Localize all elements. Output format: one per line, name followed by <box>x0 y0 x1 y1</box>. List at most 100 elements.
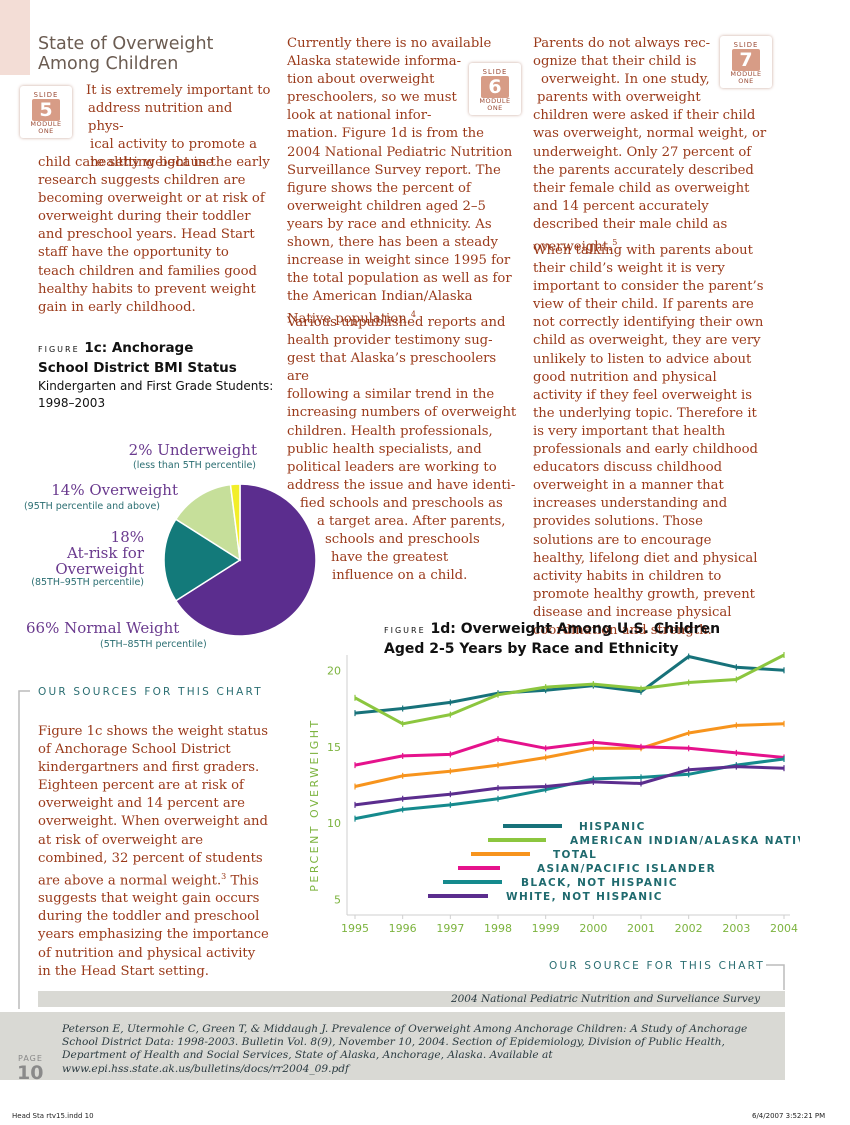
text-line: influence on a child. <box>332 568 468 584</box>
text-line: Parents do not always rec- <box>533 36 711 51</box>
pie-label-at-risk: 18% At-risk for Overweight <box>55 529 144 577</box>
text-line: ognize that their child is <box>533 54 697 70</box>
legend-label: WHITE, NOT HISPANIC <box>506 891 663 903</box>
text-line: children. Health professionals, <box>287 423 493 439</box>
footer-timestamp: 6/4/2007 3:52:21 PM <box>752 1112 826 1120</box>
slide-module-one: ONE <box>738 77 754 85</box>
pie-sublabel-normal: (5TH–85TH percentile) <box>100 639 207 650</box>
sources-bracket <box>18 690 30 1009</box>
col1-intro: It is extremely important to address nut… <box>86 82 271 172</box>
y-tick-label: 5 <box>334 894 341 907</box>
figure-word: FIGURE <box>384 626 426 635</box>
fig1d-line-chart: 5 10 15 20 1995 1996 1997 1998 1999 2000 2001 2002 2… <box>308 652 800 935</box>
text-line: tion about overweight <box>287 72 435 88</box>
slide-module: MODULE <box>479 97 511 105</box>
pie-sublabel-underweight: (less than 5TH percentile) <box>133 460 256 471</box>
fig1c-subtitle-line1: Kindergarten and First Grade Students: <box>38 379 274 393</box>
text-line: address the issue and have identi- <box>287 477 516 493</box>
pie-slice-at-risk-for-overweight <box>163 518 242 602</box>
pie-label-overweight: 14% Overweight <box>51 481 178 499</box>
fig1c-pie-chart <box>163 483 317 637</box>
slide-number: 7 <box>732 49 760 71</box>
fig1c-title-line2: School District BMI Status <box>38 360 237 376</box>
slide-badge-7: SLIDE 7 MODULE ONE <box>720 36 772 88</box>
text-line: political leaders are working to <box>287 459 497 475</box>
x-tick-label: 1997 <box>436 922 464 935</box>
slide-label: SLIDE <box>733 41 759 49</box>
x-tick-label: 2001 <box>627 922 655 935</box>
text-line: gest that Alaska’s preschoolers are <box>287 351 497 385</box>
slide-label: SLIDE <box>33 91 59 99</box>
slide-module: MODULE <box>30 120 62 128</box>
text-line: healthy weight in the early <box>90 155 270 171</box>
corner-tab <box>0 0 30 75</box>
text-line: parents with overweight <box>537 90 701 106</box>
text-line: fied schools and preschools as <box>300 495 503 511</box>
y-tick-label: 15 <box>327 741 341 754</box>
fig1c-subtitle: Kindergarten and First Grade Students: 1… <box>38 378 273 412</box>
sources-text: Figure 1c shows the weight status of Anc… <box>38 723 270 981</box>
y-tick-label: 10 <box>327 817 341 830</box>
slide-number: 5 <box>32 99 60 121</box>
text-run: children were asked if their child was o… <box>533 108 767 255</box>
reference-box <box>0 1012 785 1080</box>
text-line: increasing numbers of overweight <box>287 405 517 421</box>
x-tick-label: 1998 <box>484 922 512 935</box>
slide-module: MODULE <box>730 70 762 78</box>
series-line-hispanic <box>354 655 785 715</box>
series-line-american-indian-alaska-native <box>354 653 785 726</box>
text-line: Currently there is no available <box>287 36 492 51</box>
footer-file: Head Sta rtv15.indd 10 <box>12 1112 94 1120</box>
series-line-total <box>354 722 785 788</box>
text-line: ical activity to promote a <box>90 137 257 153</box>
x-tick-label: 2002 <box>675 922 703 935</box>
page-title-line1: State of Overweight <box>38 34 214 54</box>
pie-slice-normal-weight <box>174 483 317 637</box>
fig1d-source-bar <box>38 991 785 1007</box>
text-line: have the greatest <box>331 550 449 566</box>
text-line: schools and preschools <box>325 532 480 548</box>
slide-badge-6: SLIDE 6 MODULE ONE <box>469 63 521 115</box>
x-tick-label: 1996 <box>389 922 417 935</box>
text-line: a target area. After parents, <box>317 514 506 530</box>
legend-label: ASIAN/PACIFIC ISLANDER <box>537 863 716 875</box>
x-tick-label: 1999 <box>532 922 560 935</box>
x-tick-label: 2000 <box>579 922 607 935</box>
pie-label-underweight: 2% Underweight <box>128 441 257 459</box>
page-title: State of Overweight Among Children <box>38 34 213 74</box>
legend-label: HISPANIC <box>579 821 646 833</box>
pie-slice-underweight <box>229 483 241 561</box>
footnote-ref: 4 <box>410 310 416 320</box>
fig1d-source-heading: OUR SOURCE FOR THIS CHART <box>549 960 765 972</box>
legend-label: AMERICAN INDIAN/ALASKA NATIVE <box>570 835 800 847</box>
slide-number: 6 <box>481 76 509 98</box>
figure-word: FIGURE <box>38 345 80 354</box>
footnote-ref: 5 <box>612 238 618 248</box>
pie-label-at-risk-l3: Overweight <box>55 560 144 578</box>
y-axis-label: PERCENT OVERWEIGHT <box>308 718 321 891</box>
fig1d-caption: FIGURE 1d: Overweight Among U.S. Childre… <box>384 620 720 658</box>
col1-paragraph: child care setting because research sugg… <box>38 155 265 315</box>
legend-label: BLACK, NOT HISPANIC <box>521 877 678 889</box>
text-line: look at national infor- <box>287 108 432 124</box>
footnote-ref: 3 <box>221 871 227 881</box>
series-line-white-not-hispanic <box>354 765 785 807</box>
pie-sublabel-at-risk: (85TH–95TH percentile) <box>31 577 144 588</box>
page-number: 10 <box>17 1062 44 1084</box>
text-line: address nutrition and phys- <box>88 101 233 135</box>
pie-label-at-risk-l2: At-risk for <box>67 544 144 562</box>
slide-module-one: ONE <box>38 127 54 135</box>
pie-sublabel-overweight: (95TH percentile and above) <box>23 501 160 512</box>
x-tick-label: 2003 <box>722 922 750 935</box>
text-line: preschoolers, so we must <box>287 90 457 106</box>
text-line: It is extremely important to <box>86 83 271 98</box>
pie-label-at-risk-pct: 18% <box>110 528 144 546</box>
sources-heading: OUR SOURCES FOR THIS CHART <box>38 686 263 698</box>
fig1d-source-name: 2004 National Pediatric Nutrition and Su… <box>450 993 760 1005</box>
fig1d-source-bracket <box>766 964 785 990</box>
x-tick-label: 2004 <box>770 922 798 935</box>
col2-paragraph-1: Currently there is no available Alaska s… <box>287 35 517 329</box>
fig1c-caption: FIGURE 1c: Anchorage School District BMI… <box>38 339 237 377</box>
fig1c-subtitle-line2: 1998–2003 <box>38 396 106 410</box>
fig1d-title: 1d: Overweight Among U.S. Children <box>430 621 721 637</box>
